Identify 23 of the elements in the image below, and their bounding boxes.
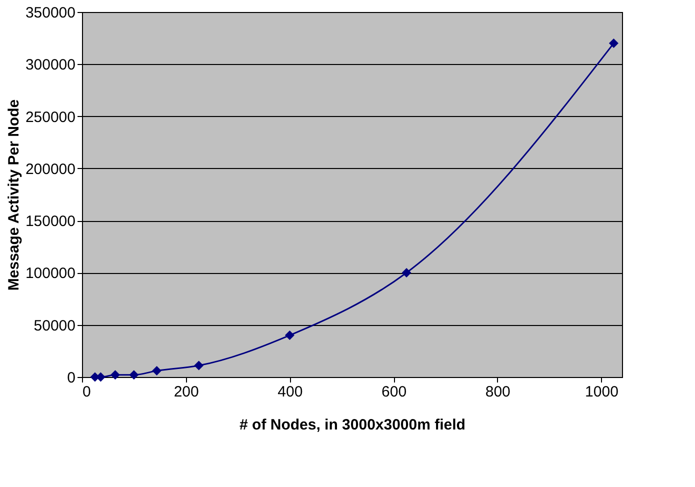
y-tick-label: 350000 <box>25 4 76 22</box>
x-tick-label: 1000 <box>585 384 618 400</box>
x-tick-label: 200 <box>174 384 199 400</box>
point <box>402 268 412 278</box>
point <box>152 366 162 376</box>
y-tick-label: 100000 <box>25 265 76 282</box>
point <box>110 370 120 380</box>
y-tick-label: 150000 <box>25 213 76 230</box>
y-tick-label: 200000 <box>25 160 76 178</box>
y-tick-label: 0 <box>67 370 76 386</box>
x-tick-label: 400 <box>278 384 303 400</box>
y-axis-title: Message Activity Per Node <box>5 99 22 291</box>
point <box>129 370 139 380</box>
x-tick-label: 0 <box>82 384 91 400</box>
x-tick-label: 600 <box>382 384 407 400</box>
x-tick-label: 800 <box>485 384 510 400</box>
x-axis-title: # of Nodes, in 3000x3000m field <box>240 416 466 434</box>
point <box>284 330 294 340</box>
point <box>608 38 618 48</box>
y-tick-label: 300000 <box>25 56 76 74</box>
y-tick-label: 250000 <box>25 108 76 126</box>
point <box>194 360 204 370</box>
y-tick-label: 50000 <box>34 317 76 334</box>
